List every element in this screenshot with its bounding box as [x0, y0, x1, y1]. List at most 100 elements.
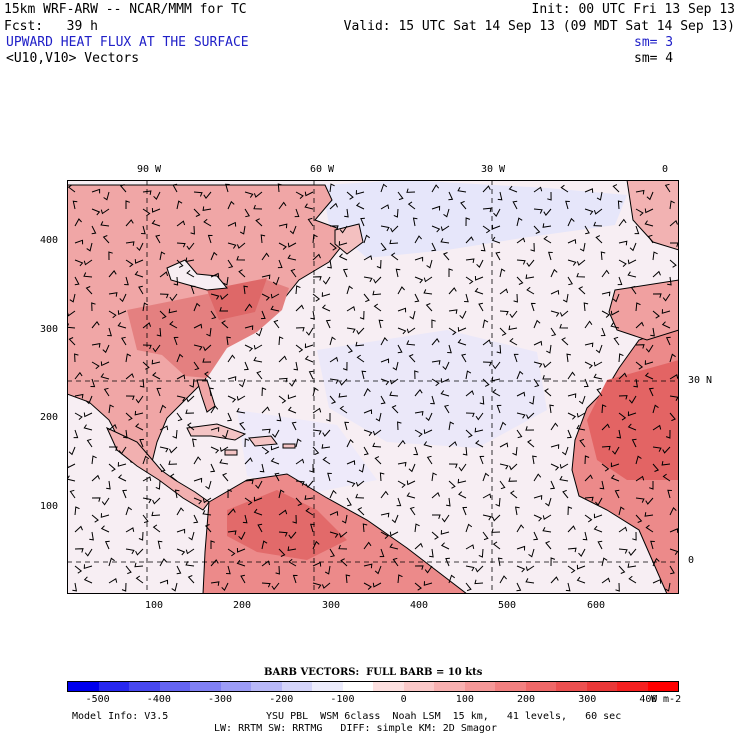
- wind-barb: [578, 395, 586, 405]
- wind-barb: [374, 456, 382, 465]
- wind-barb: [341, 514, 348, 524]
- wind-barb: [465, 276, 474, 285]
- wind-barb: [124, 276, 129, 286]
- wind-barb: [579, 242, 586, 252]
- wind-barb: [172, 183, 178, 193]
- wind-barb: [492, 361, 501, 370]
- wind-barb: [559, 323, 569, 329]
- wind-barb: [295, 304, 304, 312]
- wind-barb: [119, 184, 127, 193]
- wind-barb: [627, 259, 637, 265]
- wind-barb: [305, 507, 314, 516]
- heat-flux-map: [67, 180, 679, 594]
- wind-barb: [448, 463, 458, 469]
- wind-barb: [378, 319, 384, 329]
- wind-barb: [509, 338, 518, 346]
- wind-barb: [465, 582, 472, 592]
- wind-barb: [329, 356, 339, 363]
- wind-barb: [618, 526, 628, 533]
- wind-barb: [100, 513, 110, 518]
- wind-barb: [261, 293, 270, 301]
- wind-barb: [227, 548, 236, 557]
- wind-barb: [644, 220, 654, 227]
- wind-barb: [584, 320, 593, 329]
- wind-barb: [373, 276, 382, 284]
- wind-barb: [595, 497, 603, 506]
- wind-barb: [310, 523, 315, 533]
- wind-barb: [499, 463, 509, 470]
- wind-barb: [533, 208, 543, 214]
- wind-barb: [322, 276, 331, 285]
- wind-barb: [516, 545, 526, 551]
- wind-barb: [169, 473, 178, 482]
- wind-barb: [329, 202, 338, 210]
- wind-barb: [499, 310, 509, 316]
- wind-barb: [312, 429, 322, 435]
- colorbar-tick-label: -200: [269, 694, 294, 705]
- wind-barb: [635, 497, 645, 503]
- y-axis-label-200: 200: [40, 412, 59, 423]
- wind-barb: [138, 285, 144, 295]
- wind-barb: [516, 412, 526, 419]
- wind-barb: [393, 208, 399, 218]
- wind-barb: [533, 495, 543, 500]
- colorbar-segment: [312, 682, 343, 691]
- wind-barb: [340, 558, 348, 567]
- wind-barb: [204, 371, 212, 380]
- wind-barb: [102, 235, 110, 244]
- wind-barb: [665, 336, 671, 346]
- wind-barb: [424, 565, 433, 574]
- wind-barb: [567, 429, 572, 439]
- wind-barb: [151, 219, 161, 227]
- wind-barb: [329, 395, 337, 404]
- wind-barb: [629, 242, 637, 252]
- wind-barb: [652, 463, 660, 472]
- wind-barb: [516, 217, 523, 227]
- wind-barb: [236, 255, 246, 261]
- wind-barb: [413, 446, 419, 456]
- wind-barb: [567, 412, 577, 420]
- wind-barb: [346, 306, 356, 312]
- wind-barb: [669, 200, 675, 210]
- wind-barb: [261, 387, 267, 397]
- wind-barb: [389, 239, 399, 245]
- wind-barb: [89, 531, 94, 541]
- wind-barb: [576, 272, 586, 278]
- wind-barb: [91, 320, 100, 329]
- wind-barb: [618, 218, 627, 227]
- wind-barb: [342, 268, 348, 278]
- wind-barb: [108, 310, 117, 319]
- wind-barb: [635, 302, 641, 312]
- wind-barb: [227, 489, 233, 499]
- wind-barb: [380, 183, 388, 193]
- colorbar: [67, 681, 679, 692]
- wind-barb: [593, 221, 603, 227]
- wind-barb: [440, 225, 450, 232]
- wind-barb: [312, 276, 322, 281]
- x-axis-label-600: 600: [587, 600, 606, 611]
- wind-barb: [406, 340, 416, 346]
- wind-barb: [431, 225, 441, 233]
- wind-barb: [360, 217, 365, 227]
- wind-barb: [440, 390, 450, 397]
- wind-barb: [312, 446, 320, 455]
- cool-ocean-region-south: [237, 410, 377, 492]
- wind-barb: [442, 252, 450, 261]
- wind-barb: [275, 565, 280, 575]
- wind-barb: [277, 183, 283, 193]
- colorbar-segment: [434, 682, 465, 691]
- wind-barb: [448, 268, 453, 277]
- wind-barb: [236, 395, 246, 401]
- wind-barb: [74, 506, 80, 516]
- wind-barb: [491, 236, 501, 244]
- wind-barb: [156, 387, 162, 397]
- wind-barb: [397, 421, 402, 431]
- wind-barb: [662, 293, 671, 302]
- wind-barb: [618, 372, 627, 380]
- wind-barb: [240, 574, 246, 584]
- wind-barb: [406, 480, 416, 486]
- wind-barb: [91, 361, 100, 370]
- wind-barb: [646, 191, 654, 201]
- wind-barb: [526, 259, 535, 268]
- wind-barb: [390, 252, 399, 261]
